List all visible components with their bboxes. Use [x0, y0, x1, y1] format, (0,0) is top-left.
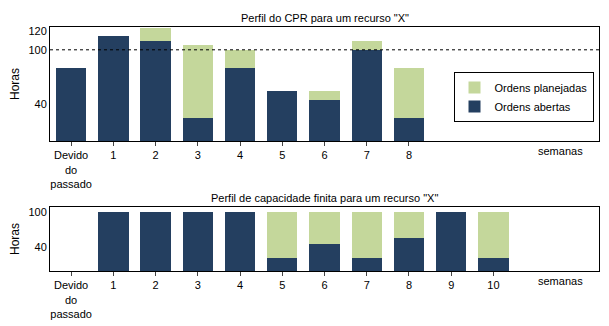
svg-text:Horas: Horas — [8, 68, 22, 100]
svg-text:9: 9 — [448, 279, 454, 291]
svg-text:2: 2 — [153, 279, 159, 291]
svg-text:40: 40 — [35, 241, 47, 253]
svg-text:100: 100 — [28, 206, 46, 218]
svg-text:10: 10 — [487, 279, 499, 291]
svg-text:2: 2 — [153, 149, 159, 161]
svg-text:8: 8 — [406, 279, 412, 291]
svg-text:Ordens planejadas: Ordens planejadas — [495, 82, 588, 94]
svg-text:Devidodopassado: Devidodopassado — [50, 279, 92, 320]
svg-text:40: 40 — [35, 98, 47, 110]
svg-text:100: 100 — [28, 44, 46, 56]
svg-text:7: 7 — [364, 279, 370, 291]
svg-text:semanas: semanas — [538, 145, 583, 157]
svg-text:1: 1 — [110, 149, 116, 161]
svg-text:Horas: Horas — [8, 223, 22, 255]
svg-text:5: 5 — [279, 279, 285, 291]
svg-text:3: 3 — [195, 279, 201, 291]
svg-text:6: 6 — [321, 149, 327, 161]
svg-text:8: 8 — [406, 149, 412, 161]
svg-text:5: 5 — [279, 149, 285, 161]
svg-text:3: 3 — [195, 149, 201, 161]
svg-text:1: 1 — [110, 279, 116, 291]
svg-text:120: 120 — [28, 25, 46, 37]
svg-text:4: 4 — [237, 149, 243, 161]
svg-text:6: 6 — [321, 279, 327, 291]
svg-text:Devidodopassado: Devidodopassado — [50, 149, 92, 190]
svg-text:Perfil do CPR para um recurso: Perfil do CPR para um recurso "X" — [241, 12, 409, 24]
svg-text:Ordens abertas: Ordens abertas — [495, 101, 571, 113]
svg-text:7: 7 — [364, 149, 370, 161]
svg-text:4: 4 — [237, 279, 243, 291]
svg-text:Perfil de capacidade finita pa: Perfil de capacidade finita para um recu… — [211, 192, 438, 204]
svg-text:semanas: semanas — [538, 275, 583, 287]
